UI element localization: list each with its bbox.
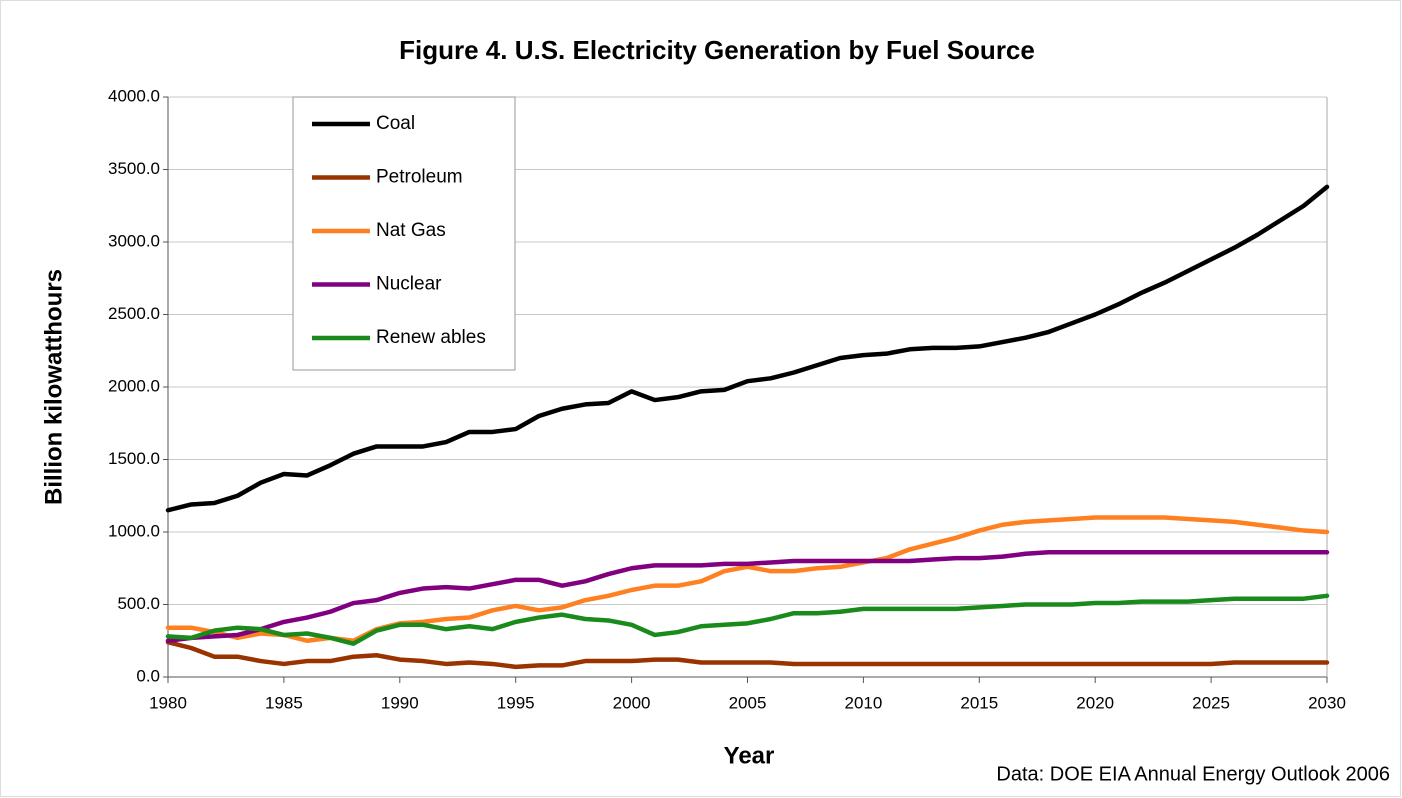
y-tick-label: 0.0: [136, 666, 160, 685]
x-tick-label: 1995: [497, 693, 535, 712]
chart-title: Figure 4. U.S. Electricity Generation by…: [399, 35, 1035, 65]
legend-box: [292, 96, 516, 371]
y-tick-label: 3000.0: [108, 231, 160, 250]
y-tick-label: 500.0: [117, 594, 160, 613]
y-tick-label: 1500.0: [108, 449, 160, 468]
x-axis-label: Year: [724, 742, 775, 769]
y-tick-label: 2500.0: [108, 304, 160, 323]
series-line: [165, 639, 1330, 670]
x-tick-label: 2020: [1076, 693, 1114, 712]
x-tick-label: 1990: [381, 693, 419, 712]
legend-label: Petroleum: [376, 167, 463, 188]
y-tick-label: 4000.0: [108, 86, 160, 105]
x-tick-label: 2005: [729, 693, 767, 712]
x-tick-label: 2000: [613, 693, 651, 712]
y-axis-label: Billion kilowatthours: [40, 269, 67, 505]
x-tick-label: 2015: [960, 693, 998, 712]
legend-label: Nat Gas: [376, 220, 446, 241]
x-tick-label: 2030: [1308, 693, 1346, 712]
source-note: Data: DOE EIA Annual Energy Outlook 2006: [996, 763, 1390, 785]
legend-label: Nuclear: [376, 274, 442, 295]
x-tick-label: 1985: [265, 693, 303, 712]
y-tick-label: 2000.0: [108, 376, 160, 395]
x-tick-label: 2025: [1192, 693, 1230, 712]
series-line: [165, 184, 1330, 513]
legend-label: Renew ables: [376, 327, 486, 348]
y-tick-label: 3500.0: [108, 159, 160, 178]
y-tick-label: 1000.0: [108, 521, 160, 540]
x-tick-label: 2010: [844, 693, 882, 712]
series-line: [165, 593, 1330, 646]
x-tick-label: 1980: [149, 693, 187, 712]
legend-label: Coal: [376, 113, 415, 134]
series-line: [165, 550, 1330, 643]
